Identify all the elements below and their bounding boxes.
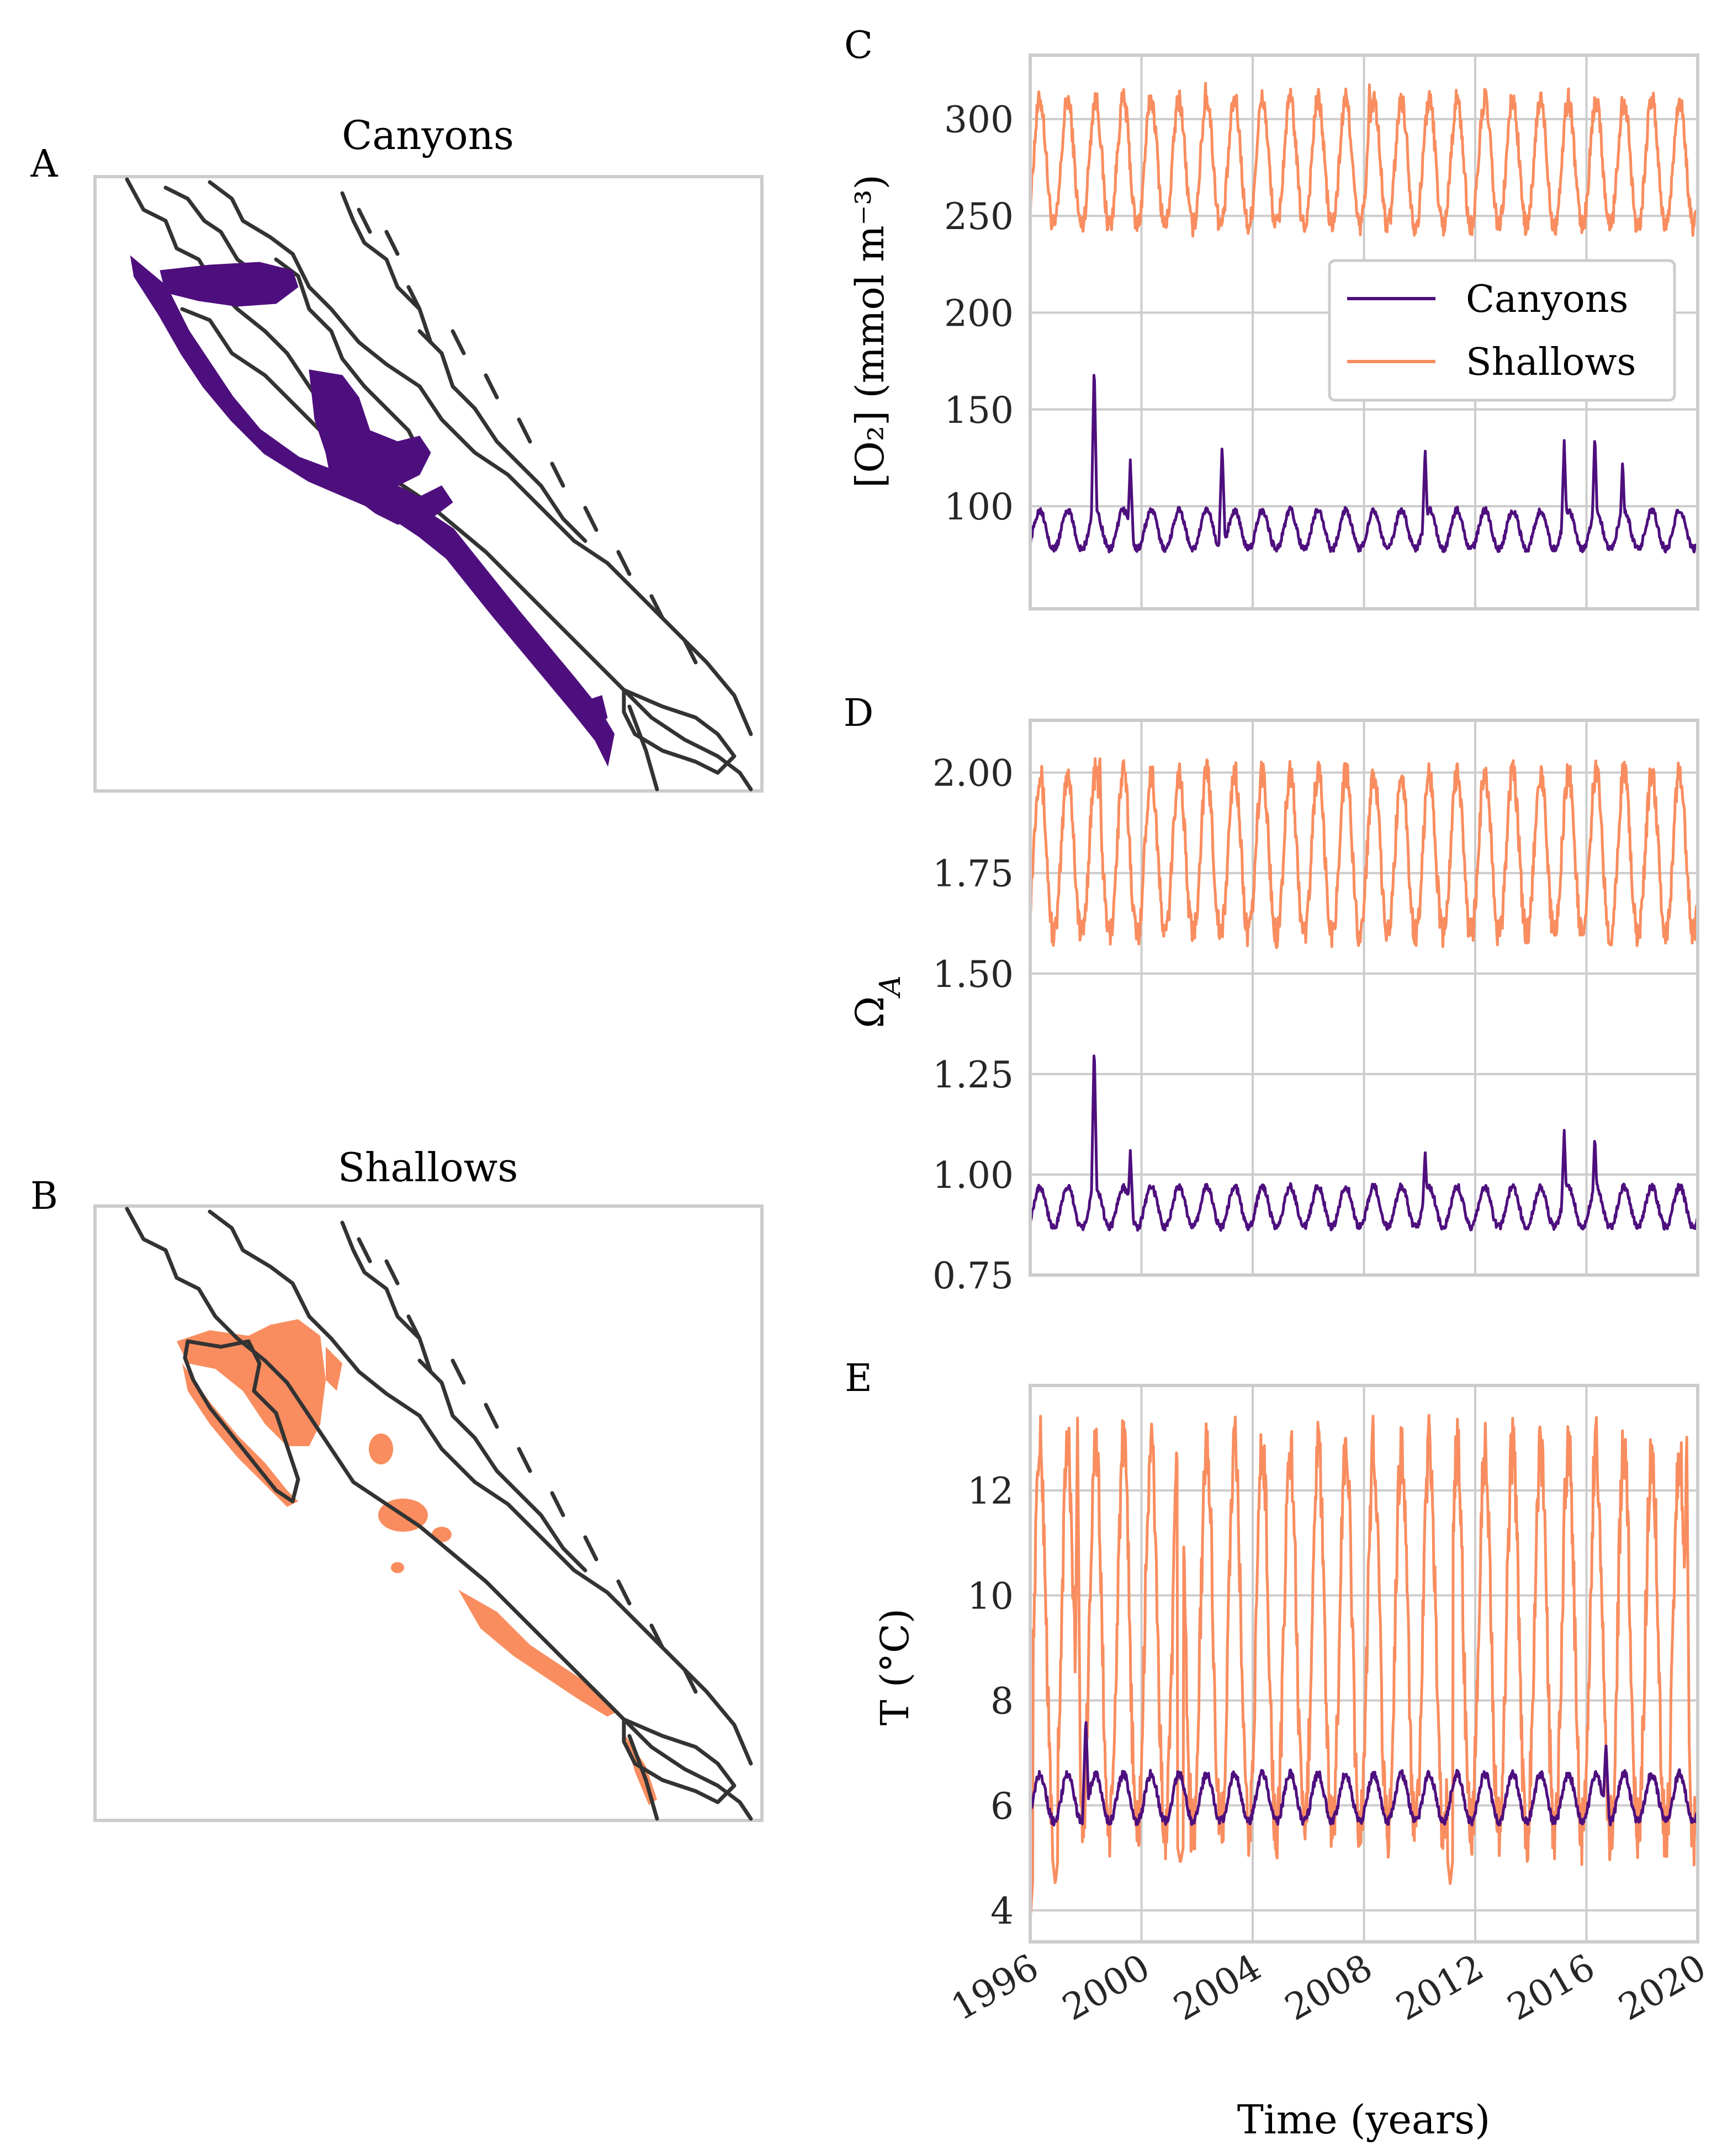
y-tick-label: 1.75	[932, 853, 1014, 895]
plot-frame	[1029, 54, 1699, 610]
panel-letter-b: B	[30, 1175, 58, 1218]
y-axis-label-omega: ΩA	[847, 975, 907, 1028]
y-tick-label: 4	[990, 1890, 1014, 1932]
y-tick-label: 6	[990, 1785, 1014, 1828]
y-tick-label: 1.25	[932, 1054, 1014, 1096]
y-tick-label: 0.75	[932, 1255, 1014, 1297]
y-tick-label: 10	[967, 1575, 1014, 1617]
x-tick-label: 2012	[1389, 1946, 1491, 2029]
chart-aragonite-saturation: 0.75 1.00 1.25 1.50 1.75 2.00	[932, 719, 1699, 1297]
series-line-canyons	[1030, 374, 1698, 554]
map-panel-b: B Shallows	[30, 1144, 764, 1822]
map-title-shallows: Shallows	[338, 1144, 518, 1191]
x-tick-label: 2000	[1056, 1946, 1157, 2029]
series-line-canyons	[1030, 1721, 1698, 1826]
region-canyons	[130, 255, 615, 767]
y-tick-label: 12	[967, 1470, 1014, 1512]
x-axis-label: Time (years)	[1237, 2096, 1491, 2143]
legend-label-canyons: Canyons	[1466, 278, 1628, 321]
map-title-canyons: Canyons	[342, 112, 514, 158]
legend-box	[1328, 259, 1676, 402]
y-tick-label: 200	[944, 292, 1014, 334]
series-line-shallows	[1030, 1414, 1698, 1921]
panel-letter-a: A	[30, 142, 58, 186]
y-tick-label: 150	[944, 389, 1014, 432]
y-tick-label: 1.50	[932, 953, 1014, 996]
map-panel-a: A Canyons	[30, 112, 764, 793]
x-tick-label: 2016	[1501, 1946, 1602, 2029]
y-tick-label: 300	[944, 99, 1014, 141]
x-tick-label: 2004	[1167, 1946, 1268, 2029]
coastline-b	[125, 1207, 753, 1821]
x-tick-label: 2008	[1278, 1946, 1380, 2029]
y-tick-label: 100	[944, 486, 1014, 528]
y-tick-label: 8	[990, 1680, 1014, 1723]
panel-letter-e: E	[845, 1357, 872, 1400]
panel-letter-d: D	[844, 692, 874, 735]
x-tick-label: 2020	[1612, 1946, 1713, 2029]
series-line-shallows	[1030, 82, 1698, 238]
chart-temperature: 4 6 8 10 12 1996 2000 2004 2008 2012 2016 2020	[944, 1384, 1713, 2029]
plot-frame	[1029, 719, 1699, 1277]
y-tick-label: 2.00	[932, 752, 1014, 795]
y-axis-label-oxygen: [O₂] (mmol m⁻³)	[847, 174, 893, 488]
x-tick-label: 1996	[944, 1946, 1046, 2029]
map-frame-b	[93, 1204, 764, 1822]
y-tick-label: 1.00	[932, 1154, 1014, 1197]
y-tick-label: 250	[944, 195, 1014, 238]
plot-frame	[1029, 1384, 1699, 1943]
y-axis-label-temperature: T (°C)	[872, 1608, 918, 1725]
coastline-a	[125, 177, 753, 792]
panel-letter-c: C	[844, 24, 873, 67]
legend: Canyons Shallows	[1328, 259, 1676, 402]
legend-label-shallows: Shallows	[1466, 341, 1636, 384]
series-line-canyons	[1030, 1054, 1698, 1232]
series-line-shallows	[1030, 757, 1698, 949]
